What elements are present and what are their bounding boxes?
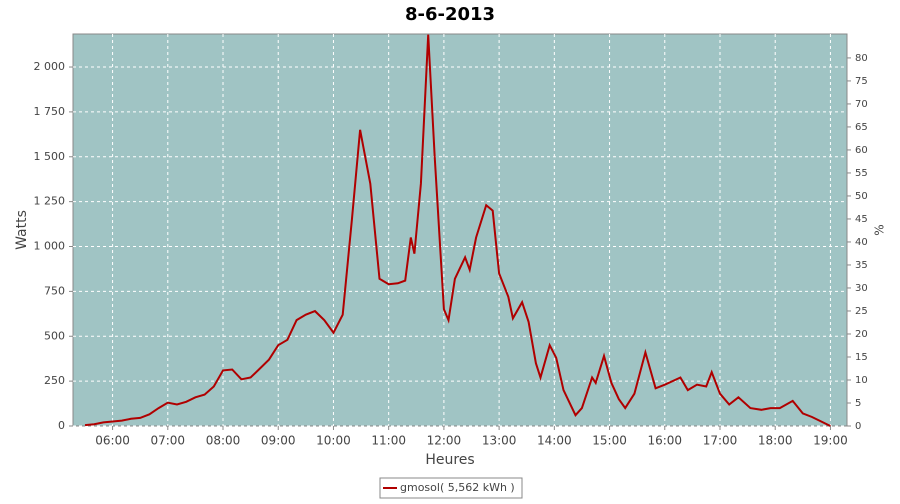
y2-tick-label: 60 bbox=[855, 145, 868, 156]
y2-tick-label: 35 bbox=[855, 260, 868, 271]
x-tick-label: 18:00 bbox=[758, 434, 793, 448]
plot-area bbox=[72, 33, 848, 427]
x-tick-label: 10:00 bbox=[316, 434, 351, 448]
x-axis-label: Heures bbox=[425, 452, 474, 468]
y2-tick-label: 0 bbox=[855, 421, 861, 432]
y-tick-label: 750 bbox=[44, 284, 65, 297]
y2-tick-label: 40 bbox=[855, 237, 868, 248]
y2-tick-label: 45 bbox=[855, 214, 868, 225]
x-tick-label: 11:00 bbox=[371, 434, 406, 448]
y-tick-label: 0 bbox=[58, 419, 65, 432]
x-tick-label: 07:00 bbox=[150, 434, 185, 448]
y-tick-label: 2 000 bbox=[34, 60, 66, 73]
y-tick-label: 1 500 bbox=[34, 150, 66, 163]
x-tick-label: 13:00 bbox=[482, 434, 517, 448]
y-tick-label: 1 250 bbox=[34, 195, 66, 208]
x-tick-label: 06:00 bbox=[95, 434, 130, 448]
y2-tick-label: 55 bbox=[855, 168, 868, 179]
y2-tick-label: 5 bbox=[855, 398, 861, 409]
y-tick-label: 1 000 bbox=[34, 240, 66, 253]
x-tick-label: 19:00 bbox=[813, 434, 848, 448]
legend-box bbox=[379, 477, 523, 499]
y-tick-label: 500 bbox=[44, 329, 65, 342]
legend-label: gmosol( 5,562 kWh ) bbox=[400, 481, 515, 494]
y2-tick-label: 50 bbox=[855, 191, 868, 202]
line-series bbox=[84, 34, 831, 427]
y-tick-label: 250 bbox=[44, 374, 65, 387]
x-tick-label: 15:00 bbox=[592, 434, 627, 448]
x-tick-label: 17:00 bbox=[703, 434, 738, 448]
y2-tick-label: 25 bbox=[855, 306, 868, 317]
y2-tick-label: 20 bbox=[855, 329, 868, 340]
x-tick-label: 08:00 bbox=[206, 434, 241, 448]
y2-axis-label: % bbox=[873, 224, 887, 235]
x-tick-label: 12:00 bbox=[427, 434, 462, 448]
y2-tick-label: 30 bbox=[855, 283, 868, 294]
y-tick-label: 1 750 bbox=[34, 105, 66, 118]
y2-tick-label: 65 bbox=[855, 122, 868, 133]
y2-tick-label: 70 bbox=[855, 99, 868, 110]
y2-tick-label: 10 bbox=[855, 375, 868, 386]
chart-title: 8-6-2013 bbox=[405, 4, 495, 25]
y2-tick-label: 80 bbox=[855, 53, 868, 64]
x-tick-label: 16:00 bbox=[647, 434, 682, 448]
y-axis-label: Watts bbox=[14, 210, 30, 250]
y2-tick-label: 15 bbox=[855, 352, 868, 363]
x-tick-label: 09:00 bbox=[261, 434, 296, 448]
x-tick-label: 14:00 bbox=[537, 434, 572, 448]
y2-tick-label: 75 bbox=[855, 76, 868, 87]
